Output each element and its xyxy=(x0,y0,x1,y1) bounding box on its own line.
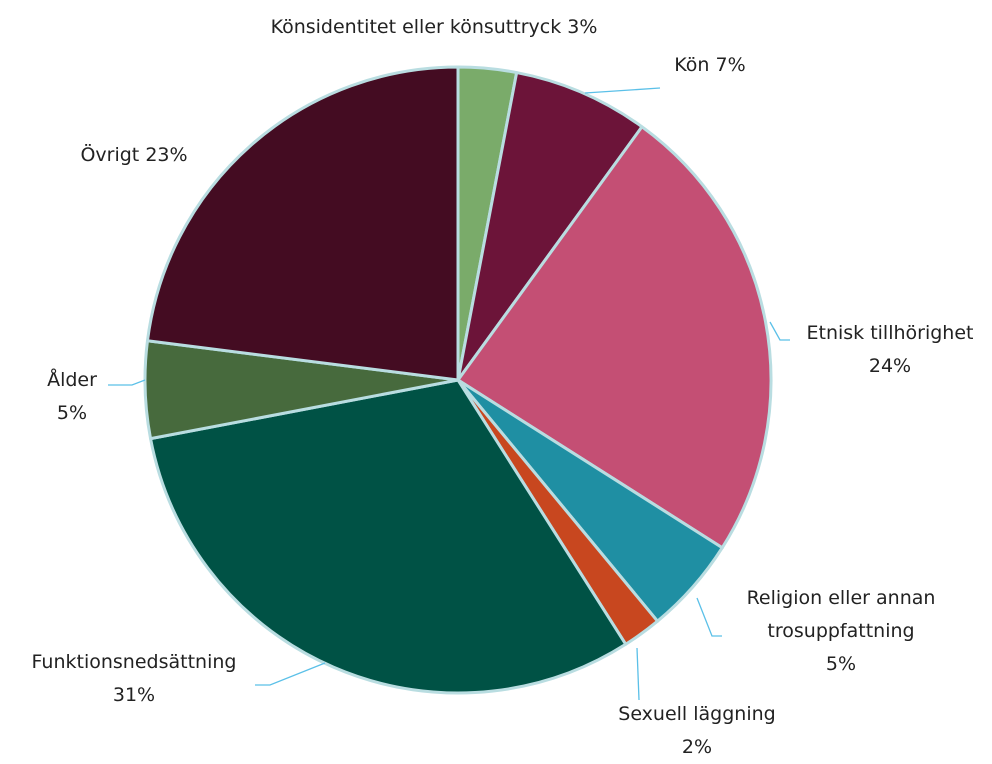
category-name: Funktionsnedsättning xyxy=(31,651,237,673)
value-label: 5% xyxy=(825,653,857,675)
value-label: 31% xyxy=(112,684,156,706)
value-label: 23% xyxy=(145,144,188,166)
pie-slice xyxy=(145,65,460,382)
slice-label: Ålder 5% xyxy=(27,364,117,430)
value-label: 5% xyxy=(56,402,88,424)
leader-line xyxy=(769,321,790,341)
category-name: Könsidentitet eller könsuttryck xyxy=(270,16,562,38)
leader-line xyxy=(108,379,146,386)
value-label: 24% xyxy=(868,355,912,377)
category-name: Kön xyxy=(674,54,710,76)
value-label: 3% xyxy=(567,16,598,38)
category-name: Etnisk tillhörighet xyxy=(806,322,974,344)
category-name: Religion eller annan trosuppfattning xyxy=(746,587,936,642)
slice-label: Övrigt 23% xyxy=(59,139,209,172)
leader-line xyxy=(255,662,326,686)
value-label: 2% xyxy=(681,736,713,758)
pie-slice xyxy=(456,125,773,550)
slice-label: Könsidentitet eller könsuttryck 3% xyxy=(224,11,644,44)
category-name: Övrigt xyxy=(80,144,140,166)
pie-slice xyxy=(149,378,628,695)
leader-line xyxy=(584,87,661,94)
slice-label: Funktionsnedsättning 31% xyxy=(9,646,259,712)
leader-line xyxy=(636,647,640,701)
slice-label: Religion eller annan trosuppfattning 5% xyxy=(721,582,961,681)
slice-label: Kön 7% xyxy=(650,49,770,82)
leader-line xyxy=(696,597,722,637)
slice-label: Etnisk tillhörighet 24% xyxy=(780,317,992,383)
slice-label: Sexuell läggning 2% xyxy=(597,698,797,764)
category-name: Ålder xyxy=(47,369,97,391)
value-label: 7% xyxy=(715,54,746,76)
pie-slice xyxy=(456,71,644,382)
category-name: Sexuell läggning xyxy=(618,703,776,725)
